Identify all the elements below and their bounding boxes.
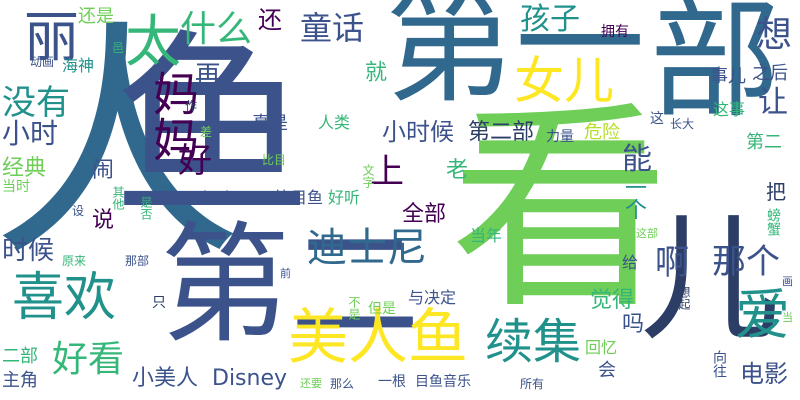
word-zhi: 只	[152, 295, 166, 311]
word-muyuyinyue: 目鱼音乐	[415, 374, 471, 390]
word-diyi: 第一	[385, 0, 646, 121]
word-dangshi: 当时	[2, 179, 30, 195]
word-donghua: 动画	[30, 55, 55, 69]
word-shifou: 是否	[139, 196, 153, 220]
word-yigen: 一根	[378, 374, 406, 390]
word-ai: 爱	[735, 283, 791, 347]
word-quanbu: 全部	[402, 202, 447, 227]
word-haoting: 好听	[328, 188, 361, 207]
word-cha: 差	[200, 125, 213, 139]
word-ren: 人	[0, 0, 242, 290]
word-lao: 老	[446, 158, 469, 183]
word-yu: 鱼	[112, 13, 313, 246]
word-xihuan: 喜欢	[12, 268, 117, 328]
word-neng: 能	[622, 142, 652, 177]
word-shier: 事儿	[710, 66, 746, 87]
word-rang: 让	[758, 85, 788, 120]
word-zhujue: 主角	[2, 370, 38, 391]
word-zuo: 作	[185, 99, 198, 113]
word-xiaomeiren: 小美人	[132, 366, 199, 391]
word-name: 那么	[330, 377, 355, 391]
word-pangxie: 螃蟹	[765, 208, 781, 236]
word-bu: 部	[650, 0, 781, 136]
word-shihou: 时候	[2, 236, 55, 266]
word-hai: 还	[258, 6, 282, 34]
word-dang: 当	[782, 311, 793, 324]
word-bushi: 不是	[347, 296, 361, 320]
word-zhenshi: 真是	[252, 113, 288, 134]
word-juede: 觉得	[590, 288, 635, 313]
word-liliang: 力量	[546, 129, 574, 145]
word-yujueding: 与决定	[408, 288, 457, 307]
word-da: 太	[125, 10, 181, 75]
word-xiang: 想	[750, 15, 791, 51]
word-zhe: 这	[650, 111, 664, 127]
word-zhebu: 这部	[636, 227, 658, 240]
word-mama: 妈妈	[146, 70, 200, 162]
word-xiaoshihou: 小时候	[382, 118, 454, 146]
word-ercibu: 二部	[2, 346, 38, 367]
word-li: 丽	[24, 5, 80, 69]
word-bimu: 比目	[262, 153, 287, 167]
word-shuo: 说	[92, 208, 115, 233]
word-xiaoshi: 小时	[2, 117, 59, 150]
word-huiyi: 回忆	[585, 338, 618, 357]
word-zheshi: 这事	[713, 100, 746, 119]
word-jingdian: 经典	[2, 156, 47, 181]
word-zhangda: 长大	[670, 117, 695, 131]
word-meirenyu: 美人鱼	[288, 303, 468, 373]
word-nao: 闹	[92, 158, 115, 183]
word-ba: 把	[766, 180, 786, 204]
word-haokan: 好看	[52, 339, 125, 380]
word-zhishi: 之后	[752, 63, 788, 84]
word-hao: 好	[178, 141, 212, 181]
word-jiu: 就	[361, 60, 386, 82]
word-bi: 邑	[112, 41, 125, 55]
word-meiyou: 没有	[2, 83, 70, 123]
word-huanyao: 还要	[300, 377, 322, 390]
word-suoyou: 所有	[520, 377, 545, 391]
word-wenzi: 文字	[361, 164, 375, 188]
word-dianying: 电影	[740, 360, 788, 388]
word-zhidiemu: 比目鱼	[275, 188, 324, 207]
word-er: 儿	[640, 198, 781, 361]
word-she: 设	[72, 204, 85, 218]
word-a: 啊	[655, 243, 689, 283]
word-yongyou: 拥有	[601, 24, 629, 40]
word-kan: 看	[450, 82, 671, 338]
word-shenme: 什么	[180, 9, 253, 50]
word-yuanlai: 原来	[62, 254, 87, 268]
word-dangnian: 当年	[470, 226, 503, 245]
word-xiangqi: 想起	[677, 286, 691, 310]
word-dier: 第二	[160, 209, 421, 361]
word-zai: 再	[195, 61, 222, 91]
word-nabu: 那部	[125, 254, 150, 268]
word-haishen: 海神	[62, 56, 95, 75]
word-xuji: 续集	[485, 314, 582, 370]
word-gei: 给	[622, 253, 639, 272]
word-yige: 一个	[621, 176, 646, 220]
word-haishi: 还是	[78, 6, 114, 27]
word-shang: 上	[370, 152, 404, 192]
word-hua: 画	[782, 275, 793, 288]
word-renlei: 人类	[318, 113, 351, 132]
word-nver: 女儿	[514, 52, 614, 110]
word-ma: 吗	[622, 312, 645, 337]
word-qita: 其他	[111, 186, 125, 210]
word-dvd: dvd	[196, 188, 230, 209]
word-qian: 前	[280, 267, 291, 280]
word-dierbu: 第二部	[468, 120, 535, 145]
word-hui: 会	[598, 360, 616, 381]
word-xiangwang: 向往	[711, 350, 727, 378]
word-danshi: 但是	[368, 301, 396, 317]
word-dier2: 第二	[746, 132, 782, 153]
word-tonghua: 童话	[300, 9, 365, 47]
word-disney: Disney	[212, 366, 288, 391]
word-nage: 那个	[712, 242, 780, 282]
word-disini: 迪士尼	[307, 225, 427, 271]
word-haizi: 孩子	[520, 2, 580, 37]
word-weixian: 危险	[584, 122, 620, 143]
